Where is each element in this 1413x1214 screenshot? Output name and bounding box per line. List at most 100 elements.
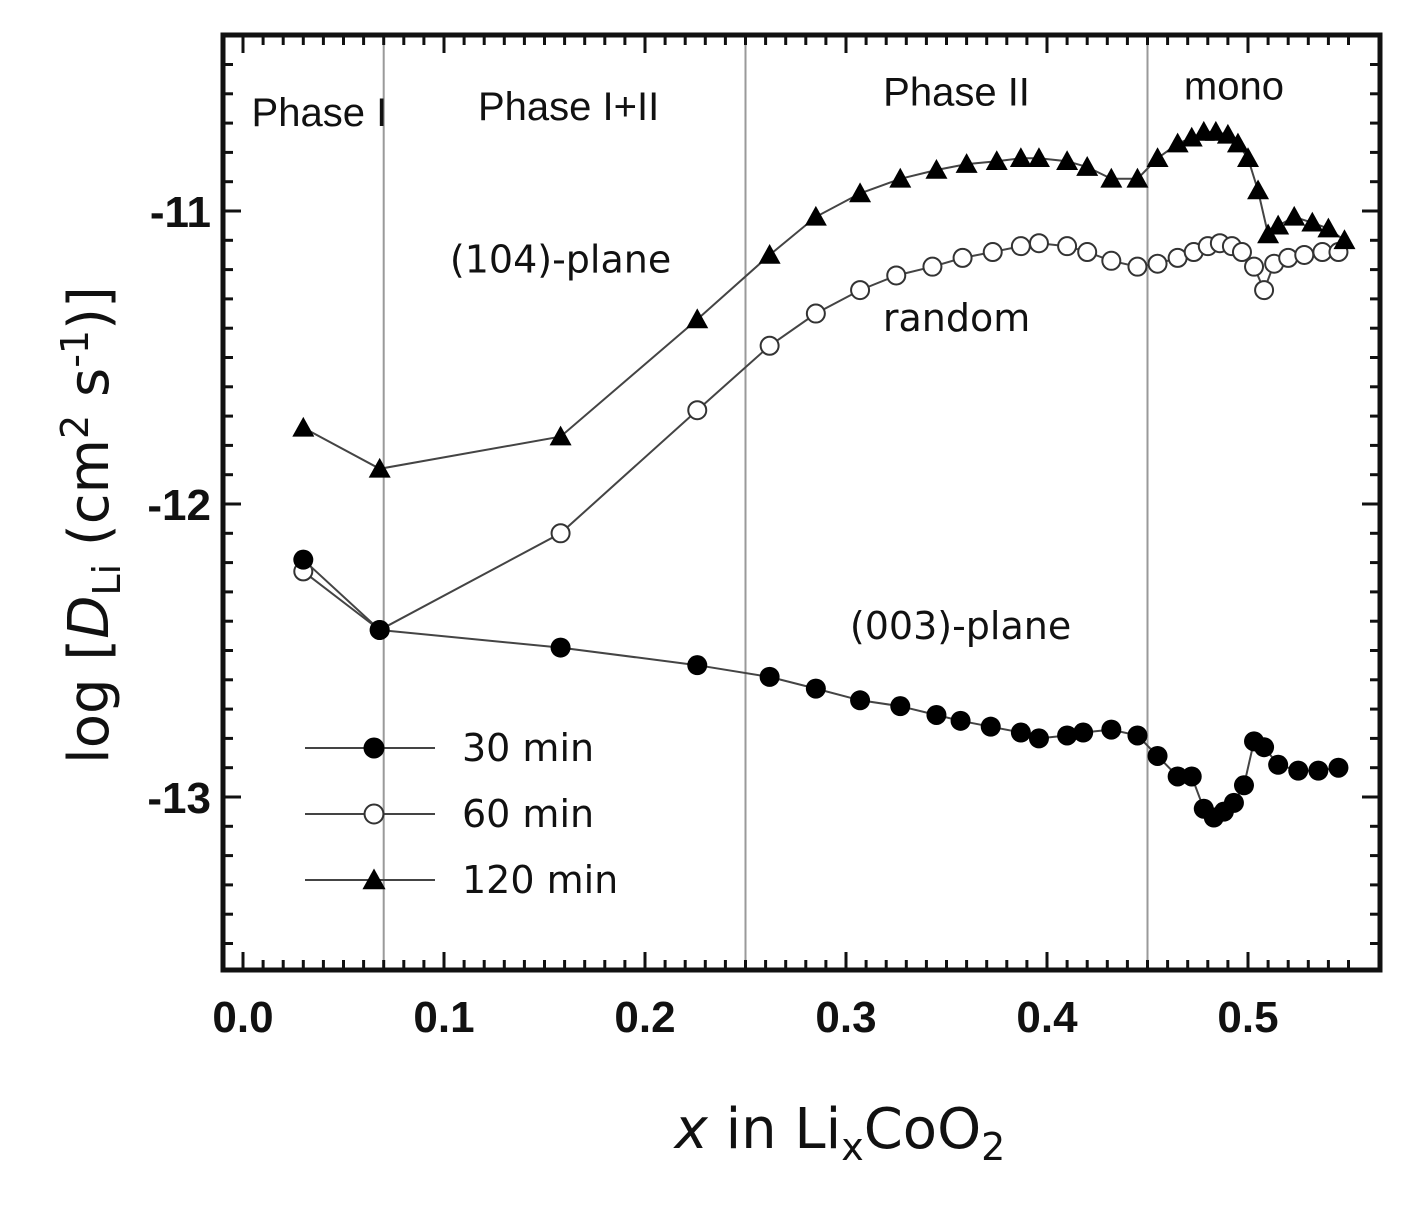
data-point bbox=[1244, 256, 1265, 277]
data-point bbox=[1294, 244, 1315, 265]
data-point bbox=[850, 690, 871, 711]
data-point bbox=[759, 335, 780, 356]
data-point bbox=[292, 416, 315, 437]
data-point bbox=[550, 637, 571, 658]
y-axis-title-pre: log [ bbox=[57, 639, 122, 764]
data-point bbox=[889, 167, 912, 188]
data-point bbox=[804, 205, 827, 226]
x-tick-label: 0.4 bbox=[1016, 993, 1078, 1042]
data-point bbox=[369, 619, 390, 640]
x-axis-title-sub2: 2 bbox=[981, 1125, 1005, 1169]
axis-ticks bbox=[223, 35, 1380, 970]
data-point bbox=[1166, 132, 1189, 153]
data-point bbox=[1278, 247, 1299, 268]
legend-entry: 60 min bbox=[305, 792, 594, 836]
x-tick-label: 0.1 bbox=[413, 993, 474, 1042]
x-tick-label: 0.5 bbox=[1217, 993, 1278, 1042]
plane-label: (104)-plane bbox=[450, 238, 671, 282]
y-tick-label: -12 bbox=[147, 481, 211, 530]
data-point bbox=[1010, 236, 1031, 257]
x-axis-title-text: in Li bbox=[708, 1097, 841, 1162]
data-point bbox=[1100, 167, 1123, 188]
data-point bbox=[1073, 722, 1094, 743]
data-point bbox=[1146, 147, 1169, 168]
y-tick-label: -11 bbox=[150, 188, 211, 237]
data-point bbox=[922, 256, 943, 277]
data-point bbox=[293, 549, 314, 570]
data-point bbox=[550, 523, 571, 544]
x-axis-title-sub1: x bbox=[841, 1125, 864, 1169]
data-point bbox=[1317, 217, 1340, 238]
y-axis-title-var: D bbox=[57, 596, 122, 639]
data-point bbox=[849, 182, 872, 203]
y-axis-title-sup2: -1 bbox=[53, 330, 97, 368]
plane-annotations: (104)-plane random (003)-plane bbox=[450, 238, 1071, 648]
data-point bbox=[1127, 256, 1148, 277]
data-point bbox=[1223, 792, 1244, 813]
data-point bbox=[1181, 766, 1202, 787]
legend-marker bbox=[362, 868, 386, 890]
y-axis-title-post3: )] bbox=[57, 286, 122, 330]
data-point bbox=[1147, 745, 1168, 766]
data-point bbox=[758, 243, 781, 264]
series-30-min bbox=[293, 549, 1349, 828]
data-point bbox=[805, 678, 826, 699]
data-point bbox=[1283, 205, 1306, 226]
data-point bbox=[1056, 150, 1079, 170]
x-tick-label: 0.3 bbox=[815, 993, 876, 1042]
data-point bbox=[1180, 126, 1203, 147]
legend-marker bbox=[363, 737, 385, 759]
data-point bbox=[1028, 233, 1049, 254]
legend-entry: 30 min bbox=[305, 726, 594, 770]
y-axis-title-sub: Li bbox=[85, 564, 129, 596]
phase-labels: Phase I Phase I+II Phase II mono bbox=[252, 65, 1284, 135]
data-point bbox=[1027, 147, 1050, 168]
data-point bbox=[686, 308, 709, 329]
data-point bbox=[759, 666, 780, 687]
legend-label: 30 min bbox=[462, 726, 594, 770]
data-point bbox=[1237, 147, 1259, 168]
data-point bbox=[1288, 760, 1309, 781]
data-point bbox=[1308, 760, 1329, 781]
data-point bbox=[1077, 242, 1098, 263]
y-axis-title-post2: s bbox=[57, 368, 122, 415]
data-point bbox=[1127, 725, 1148, 746]
series-60-min bbox=[293, 233, 1349, 640]
data-point bbox=[1254, 737, 1275, 758]
data-point bbox=[1247, 179, 1270, 200]
data-point bbox=[985, 150, 1008, 170]
data-point bbox=[926, 704, 947, 725]
y-axis-title: log [DLi (cm2 s-1)] bbox=[53, 286, 129, 764]
data-point bbox=[1268, 754, 1289, 775]
data-point bbox=[952, 247, 973, 268]
data-point bbox=[368, 457, 391, 478]
series-line bbox=[302, 242, 1339, 632]
data-point bbox=[980, 716, 1001, 737]
data-point bbox=[1101, 719, 1122, 740]
data-point bbox=[1101, 250, 1122, 271]
tick-labels: 0.0 0.1 0.2 0.3 0.4 0.5 -11 -12 -13 bbox=[147, 188, 1278, 1042]
legend: 30 min 60 min 120 min bbox=[305, 726, 618, 902]
data-point bbox=[805, 303, 826, 324]
data-point bbox=[1076, 156, 1099, 176]
data-series bbox=[292, 120, 1356, 828]
data-point bbox=[1254, 280, 1275, 301]
data-point bbox=[549, 425, 572, 446]
legend-marker bbox=[363, 803, 385, 825]
phase-label: Phase I bbox=[252, 91, 388, 135]
x-axis-title-var: x bbox=[673, 1097, 709, 1162]
x-tick-label: 0.2 bbox=[614, 993, 675, 1042]
data-point bbox=[925, 158, 948, 179]
data-point bbox=[1010, 722, 1031, 743]
data-point bbox=[687, 400, 708, 421]
data-point bbox=[890, 696, 911, 717]
data-point bbox=[1328, 757, 1349, 778]
data-point bbox=[1233, 775, 1254, 796]
y-axis-title-post1: (cm bbox=[57, 439, 122, 564]
data-point bbox=[1028, 728, 1049, 749]
data-point bbox=[1126, 167, 1149, 188]
y-tick-label: -13 bbox=[147, 774, 211, 823]
data-point bbox=[1057, 725, 1078, 746]
data-point bbox=[1057, 236, 1078, 257]
